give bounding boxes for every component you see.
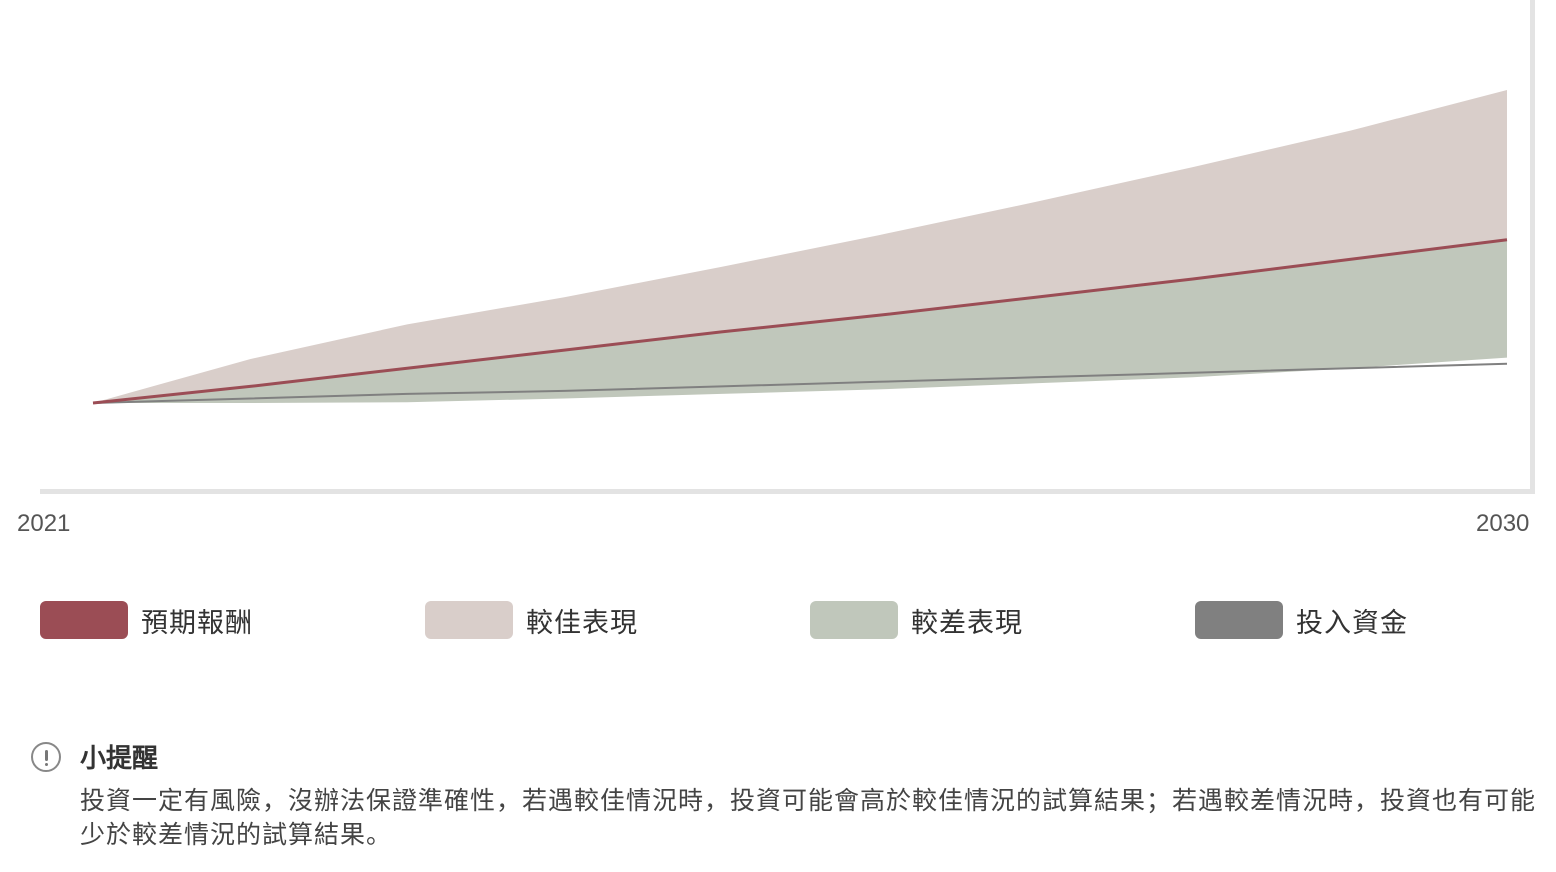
legend-label-worse-performance: 較差表現 (911, 607, 1023, 639)
line-expected-return (92, 238, 1508, 405)
legend-item-invested-capital: 投入資金 (1195, 600, 1408, 640)
legend-label-invested-capital: 投入資金 (1296, 607, 1408, 639)
legend-item-better-performance: 較佳表現 (425, 600, 638, 640)
reminder-title: 小提醒 (80, 744, 159, 774)
reminder-body: 投資一定有風險，沒辦法保證準確性，若遇較佳情況時，投資可能會高於較佳情況的試算結… (80, 786, 1537, 849)
legend-label-expected-return: 預期報酬 (141, 607, 253, 639)
chart (40, 0, 1535, 494)
x-axis-end-label: 2030 (1476, 510, 1530, 537)
line-invested-capital (92, 362, 1508, 404)
x-axis-start-label: 2021 (17, 510, 71, 537)
band-worse-performance (93, 239, 1507, 403)
legend-swatch-invested-capital (1195, 601, 1283, 639)
legend-item-expected-return: 預期報酬 (40, 600, 253, 640)
band-better-performance (93, 90, 1507, 403)
chart-legend: 預期報酬 較佳表現 較差表現 投入資金 (40, 600, 1540, 640)
legend-swatch-better-performance (425, 601, 513, 639)
chart-lines (92, 238, 1508, 405)
legend-label-better-performance: 較佳表現 (526, 607, 638, 639)
legend-swatch-expected-return (40, 601, 128, 639)
chart-bands (93, 90, 1507, 403)
legend-item-worse-performance: 較差表現 (810, 600, 1023, 640)
exclamation-circle-icon (31, 742, 61, 772)
legend-swatch-worse-performance (810, 601, 898, 639)
